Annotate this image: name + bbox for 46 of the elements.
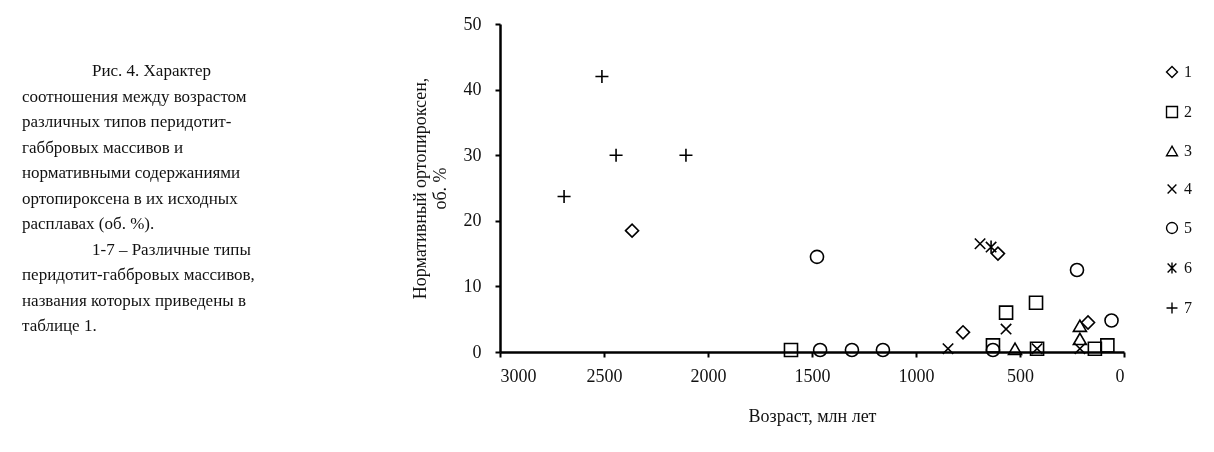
point xyxy=(1073,342,1086,355)
x-tick-label: 1000 xyxy=(898,365,935,386)
point xyxy=(783,342,799,358)
x-tick-label: 2000 xyxy=(690,365,727,386)
legend-label: 4 xyxy=(1184,180,1192,197)
point xyxy=(1028,295,1044,311)
legend-label: 5 xyxy=(1184,219,1192,236)
point xyxy=(1072,332,1088,346)
y-axis-title: Нормативный ортопироксен, об. % xyxy=(409,77,450,300)
point xyxy=(1080,315,1096,330)
point xyxy=(844,342,860,358)
point xyxy=(998,305,1014,320)
point xyxy=(1069,262,1085,278)
y-tick-label: 0 xyxy=(472,341,482,362)
point xyxy=(985,338,1001,353)
point xyxy=(990,246,1006,261)
y-tick-label: 50 xyxy=(463,13,482,34)
legend-label: 6 xyxy=(1184,259,1192,276)
point xyxy=(942,342,955,355)
point xyxy=(1104,313,1119,328)
x-tick-label: 1500 xyxy=(794,365,831,386)
x-tick-label: 0 xyxy=(1115,365,1125,386)
y-tick-label: 10 xyxy=(463,275,482,296)
point xyxy=(624,223,640,238)
legend-label: 1 xyxy=(1184,63,1192,80)
x-tick-label: 2500 xyxy=(586,365,623,386)
legend-label: 3 xyxy=(1184,142,1192,159)
legend-label: 2 xyxy=(1184,103,1192,120)
y-tick-label: 20 xyxy=(463,210,482,231)
point xyxy=(809,249,825,265)
point xyxy=(1007,342,1023,356)
text: Рис. 4. Характер соотношения между возрастом различных типов перидотит-габбровых массивов и нормативными содержаниями ортопироксена в их исходных расплавах (об. %). xyxy=(22,60,248,235)
y-tick-label: 30 xyxy=(463,144,482,165)
point xyxy=(1000,323,1013,336)
x-axis-title: Возраст, млн лет xyxy=(748,405,877,426)
legend-label: 7 xyxy=(1184,299,1192,316)
point xyxy=(955,325,971,340)
text: 1-7 – Различные типы перидотит-габбровых массивов, названия которых приведены в таблице 1. xyxy=(22,238,256,337)
point xyxy=(985,342,1001,358)
x-tick-label: 3000 xyxy=(500,365,537,386)
point xyxy=(875,342,891,358)
point xyxy=(1072,319,1088,333)
y-tick-label: 40 xyxy=(463,79,482,100)
point xyxy=(1087,341,1103,357)
point xyxy=(812,342,828,358)
x-tick-label: 500 xyxy=(1007,365,1034,386)
